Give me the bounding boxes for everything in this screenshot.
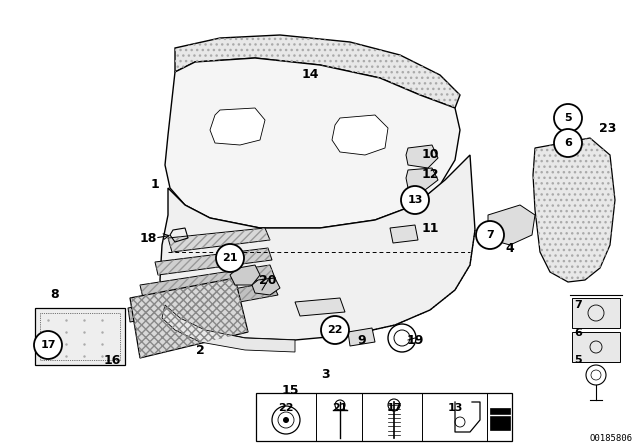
Text: 21: 21 <box>222 253 237 263</box>
Polygon shape <box>210 108 265 145</box>
Text: 13: 13 <box>407 195 422 205</box>
Text: 9: 9 <box>358 333 366 346</box>
FancyBboxPatch shape <box>490 408 510 430</box>
Polygon shape <box>406 168 438 190</box>
Polygon shape <box>140 265 275 298</box>
Polygon shape <box>155 248 272 275</box>
Text: 18: 18 <box>140 232 157 245</box>
Text: 6: 6 <box>574 328 582 338</box>
Polygon shape <box>406 145 438 168</box>
Text: 11: 11 <box>421 221 439 234</box>
Text: 19: 19 <box>406 333 424 346</box>
Circle shape <box>554 104 582 132</box>
Text: O0185806: O0185806 <box>589 434 632 443</box>
FancyBboxPatch shape <box>572 332 620 362</box>
Text: 5: 5 <box>564 113 572 123</box>
Polygon shape <box>165 58 460 228</box>
Text: 8: 8 <box>51 289 60 302</box>
Text: 4: 4 <box>506 241 515 254</box>
Text: 20: 20 <box>259 273 276 287</box>
Circle shape <box>321 316 349 344</box>
Text: 17: 17 <box>387 403 402 413</box>
Circle shape <box>216 244 244 272</box>
Text: 5: 5 <box>574 355 582 365</box>
Text: 22: 22 <box>278 403 294 413</box>
Polygon shape <box>252 278 280 295</box>
Polygon shape <box>35 308 125 365</box>
Polygon shape <box>533 138 615 282</box>
Text: 14: 14 <box>301 69 319 82</box>
Polygon shape <box>230 265 260 285</box>
Text: 15: 15 <box>281 383 299 396</box>
Circle shape <box>554 129 582 157</box>
Text: 2: 2 <box>196 344 204 357</box>
Text: 1: 1 <box>150 178 159 191</box>
Polygon shape <box>390 225 418 243</box>
Text: 10: 10 <box>421 148 439 161</box>
FancyBboxPatch shape <box>572 298 620 328</box>
Text: 17: 17 <box>40 340 56 350</box>
Polygon shape <box>488 205 535 245</box>
Polygon shape <box>160 155 475 340</box>
Polygon shape <box>130 278 248 358</box>
Circle shape <box>283 417 289 423</box>
Text: 6: 6 <box>564 138 572 148</box>
Text: 7: 7 <box>574 300 582 310</box>
Polygon shape <box>168 228 270 252</box>
Polygon shape <box>128 282 278 322</box>
Text: 3: 3 <box>321 369 330 382</box>
FancyBboxPatch shape <box>256 393 512 441</box>
Polygon shape <box>348 328 375 346</box>
Circle shape <box>401 186 429 214</box>
Circle shape <box>34 331 62 359</box>
Text: 21: 21 <box>332 403 348 413</box>
Polygon shape <box>162 305 295 352</box>
Text: 13: 13 <box>447 403 463 413</box>
Text: 23: 23 <box>599 121 617 134</box>
Text: 22: 22 <box>327 325 343 335</box>
Text: 16: 16 <box>103 353 121 366</box>
Text: 12: 12 <box>421 168 439 181</box>
Text: 7: 7 <box>486 230 494 240</box>
Polygon shape <box>295 298 345 316</box>
Polygon shape <box>332 115 388 155</box>
Circle shape <box>476 221 504 249</box>
Polygon shape <box>175 35 460 108</box>
